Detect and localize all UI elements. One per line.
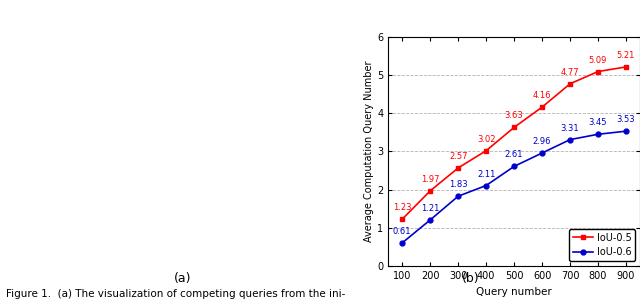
Text: 3.02: 3.02: [477, 135, 495, 144]
Text: 3.63: 3.63: [505, 111, 524, 121]
IoU-0.6: [398, 241, 406, 245]
Text: 3.53: 3.53: [617, 115, 636, 124]
IoU-0.5: [483, 149, 490, 152]
IoU-0.6: [483, 184, 490, 187]
Text: 2.61: 2.61: [505, 151, 524, 159]
Text: (b): (b): [461, 272, 479, 285]
IoU-0.5: [594, 70, 602, 73]
Text: 3.45: 3.45: [589, 118, 607, 127]
Text: 1.21: 1.21: [421, 204, 440, 213]
IoU-0.6: [566, 138, 574, 141]
IoU-0.5: [426, 189, 434, 193]
Text: 5.09: 5.09: [589, 56, 607, 65]
Text: 4.16: 4.16: [533, 91, 551, 100]
IoU-0.6: [622, 129, 630, 133]
IoU-0.6: [426, 218, 434, 222]
Y-axis label: Average Computation Query Number: Average Computation Query Number: [364, 61, 374, 242]
Line: IoU-0.5: IoU-0.5: [400, 65, 628, 222]
IoU-0.6: [454, 194, 462, 198]
Text: 1.97: 1.97: [421, 175, 440, 184]
Text: 2.57: 2.57: [449, 152, 467, 161]
Text: 4.77: 4.77: [561, 68, 579, 77]
Line: IoU-0.6: IoU-0.6: [400, 129, 628, 245]
IoU-0.6: [594, 132, 602, 136]
Text: 1.23: 1.23: [393, 203, 412, 212]
Text: (a): (a): [173, 272, 191, 285]
Text: 2.96: 2.96: [533, 137, 551, 146]
IoU-0.5: [538, 105, 546, 109]
IoU-0.5: [454, 166, 462, 170]
X-axis label: Query number: Query number: [476, 287, 552, 297]
Text: 0.61: 0.61: [393, 227, 412, 236]
IoU-0.5: [398, 217, 406, 221]
Text: 2.11: 2.11: [477, 170, 495, 179]
Text: 1.83: 1.83: [449, 180, 467, 189]
IoU-0.5: [566, 82, 574, 86]
IoU-0.5: [622, 65, 630, 69]
IoU-0.5: [510, 125, 518, 129]
Text: 5.21: 5.21: [617, 51, 636, 60]
Legend: IoU-0.5, IoU-0.6: IoU-0.5, IoU-0.6: [569, 229, 635, 261]
IoU-0.6: [510, 165, 518, 168]
Text: 3.31: 3.31: [561, 124, 579, 133]
Text: Figure 1.  (a) The visualization of competing queries from the ini-: Figure 1. (a) The visualization of compe…: [6, 289, 346, 299]
IoU-0.6: [538, 151, 546, 155]
